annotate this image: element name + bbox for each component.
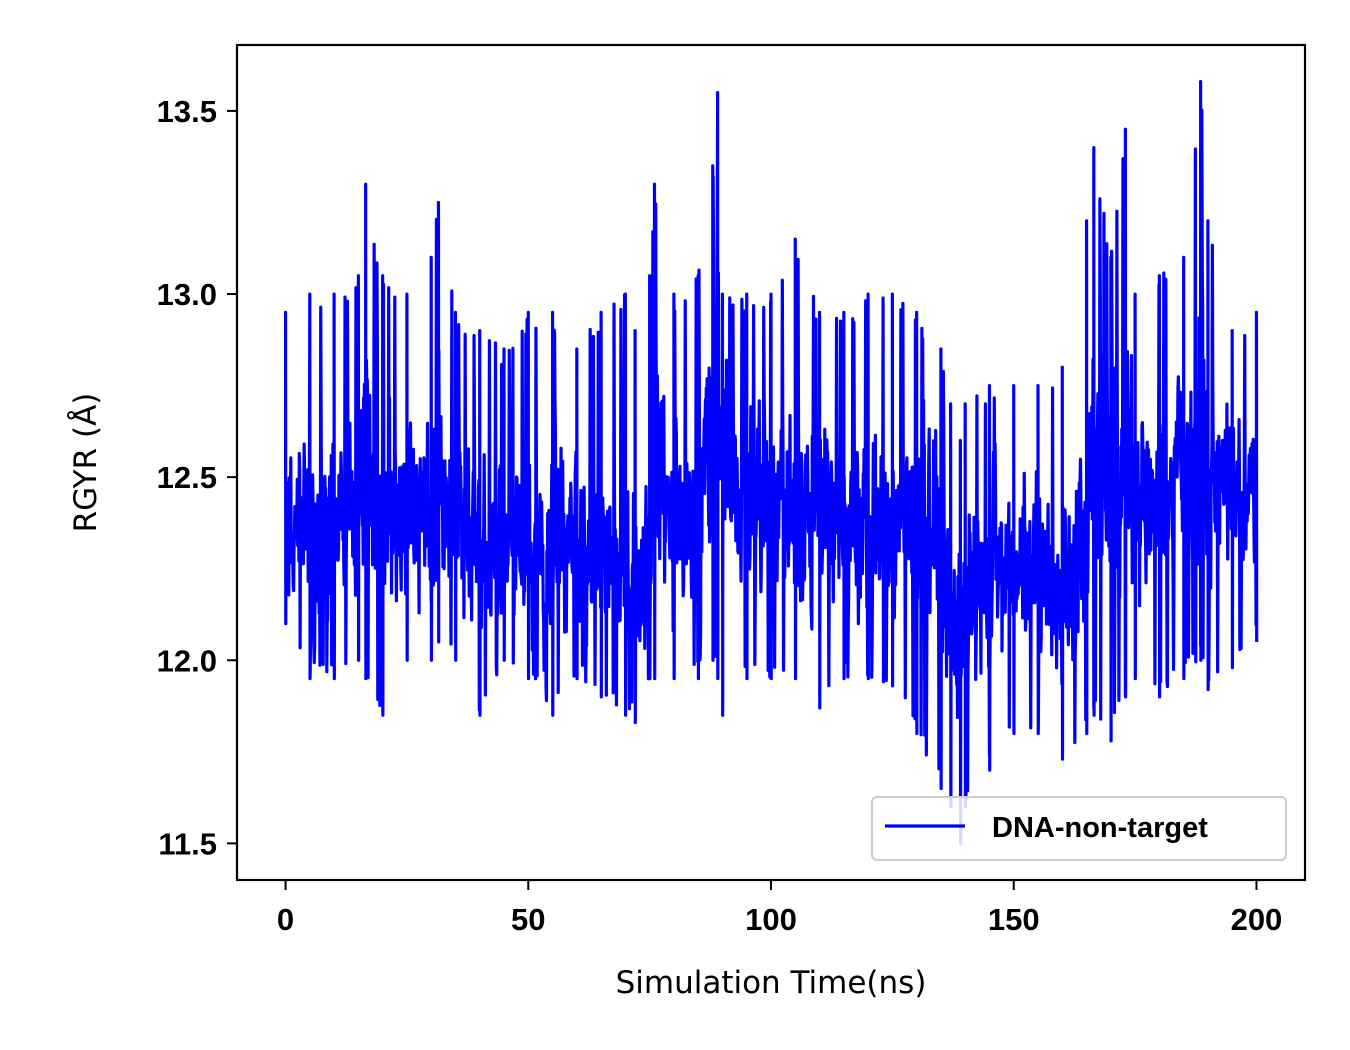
series-line-dna-non-target — [283, 80, 1259, 845]
x-axis-title: Simulation Time(ns) — [616, 965, 927, 1001]
y-tick-label: 12.5 — [157, 460, 217, 495]
y-tick-label: 13.5 — [157, 94, 217, 129]
y-tick-label: 12.0 — [157, 643, 217, 678]
y-tick-label: 11.5 — [158, 826, 217, 861]
legend-label: DNA-non-target — [992, 812, 1208, 844]
y-axis: 11.5 12.0 12.5 13.0 13.5 — [157, 94, 237, 861]
x-tick-label: 100 — [745, 902, 797, 937]
x-tick-label: 150 — [988, 902, 1040, 937]
legend: DNA-non-target — [871, 796, 1287, 861]
x-tick-label: 0 — [277, 902, 294, 937]
y-tick-label: 13.0 — [157, 277, 217, 312]
x-tick-label: 50 — [511, 902, 545, 937]
x-axis: 0 50 100 150 200 — [277, 880, 1282, 937]
plot-area — [283, 80, 1259, 845]
legend-box — [871, 796, 1287, 861]
x-tick-label: 200 — [1231, 902, 1283, 937]
y-axis-title: RGYR (Å) — [68, 393, 104, 533]
